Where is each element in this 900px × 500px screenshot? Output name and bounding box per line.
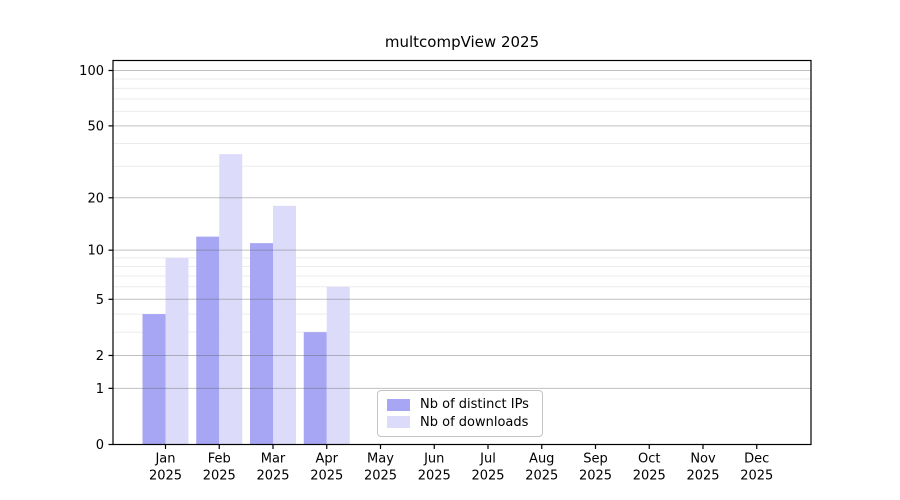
x-tick-month-label: Nov: [690, 452, 716, 467]
x-tick-month-label: Jun: [423, 452, 444, 467]
y-tick-label: 1: [96, 382, 104, 397]
y-tick-label: 2: [96, 349, 104, 364]
bar-downloads-mar: [273, 205, 296, 445]
bar-downloads-jan: [165, 257, 189, 445]
legend-item-downloads: Nb of downloads: [387, 414, 533, 431]
x-tick-month-label: Aug: [529, 452, 554, 467]
y-tick-label: 10: [87, 244, 104, 259]
legend-swatch-downloads: [387, 416, 410, 429]
bar-downloads-apr: [326, 286, 350, 445]
legend-label-downloads: Nb of downloads: [420, 414, 529, 430]
x-tick-month-label: Jan: [154, 452, 175, 467]
y-tick-label: 20: [87, 191, 104, 206]
x-tick-year-label: 2025: [740, 469, 773, 484]
x-tick-month-label: Dec: [744, 452, 769, 467]
bar-distinct-ips-feb: [196, 236, 220, 445]
x-tick-year-label: 2025: [203, 469, 236, 484]
bar-distinct-ips-apr: [303, 332, 327, 445]
y-tick-label: 5: [96, 293, 104, 308]
legend: Nb of distinct IPs Nb of downloads: [377, 390, 543, 437]
x-tick-year-label: 2025: [256, 469, 289, 484]
legend-item-distinct-ips: Nb of distinct IPs: [387, 396, 533, 413]
legend-swatch-distinct-ips: [387, 398, 410, 411]
x-tick-year-label: 2025: [579, 469, 612, 484]
x-tick-year-label: 2025: [686, 469, 719, 484]
bar-downloads-feb: [219, 154, 243, 445]
x-tick-month-label: Sep: [583, 452, 608, 467]
legend-label-distinct-ips: Nb of distinct IPs: [420, 397, 529, 413]
bar-distinct-ips-jan: [142, 314, 166, 445]
x-tick-year-label: 2025: [525, 469, 558, 484]
bar-distinct-ips-mar: [250, 243, 273, 445]
x-tick-month-label: Oct: [638, 452, 660, 467]
x-tick-month-label: Apr: [316, 452, 339, 467]
x-tick-month-label: Mar: [261, 452, 286, 467]
axes-border: [112, 59, 812, 446]
x-tick-year-label: 2025: [149, 469, 182, 484]
chart-title: multcompView 2025: [384, 33, 540, 51]
y-tick-label: 100: [79, 64, 104, 79]
x-tick-month-label: Feb: [208, 452, 231, 467]
x-tick-month-label: Jul: [479, 452, 496, 467]
x-tick-year-label: 2025: [633, 469, 666, 484]
x-tick-year-label: 2025: [310, 469, 343, 484]
x-tick-year-label: 2025: [471, 469, 504, 484]
y-tick-label: 50: [87, 119, 104, 134]
x-tick-year-label: 2025: [418, 469, 451, 484]
y-tick-label: 0: [96, 438, 104, 453]
x-tick-year-label: 2025: [364, 469, 397, 484]
x-tick-month-label: May: [367, 452, 394, 467]
